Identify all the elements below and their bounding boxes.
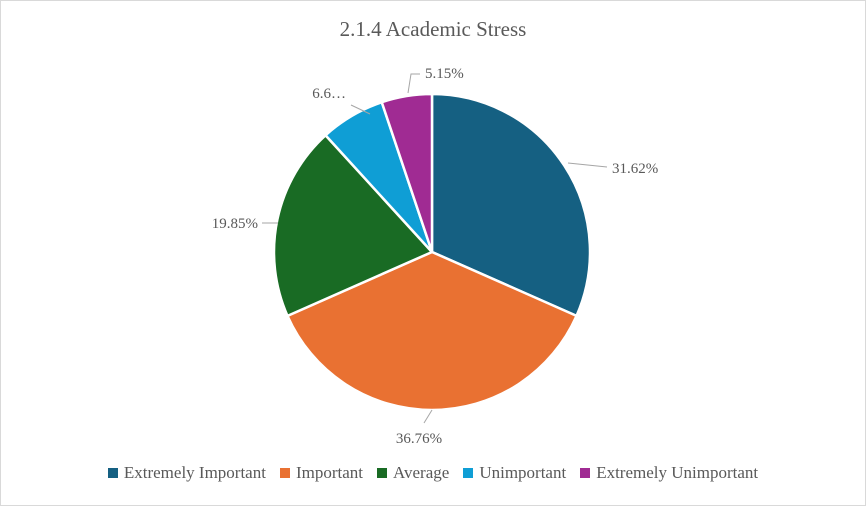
legend-swatch	[463, 468, 474, 478]
legend-swatch	[279, 468, 290, 478]
legend-label: Extremely Unimportant	[596, 463, 759, 482]
pie-slice-average	[272, 134, 434, 318]
legend-label: Extremely Important	[123, 463, 266, 482]
pie-slice-extremely-important	[430, 92, 592, 318]
data-label: 6.6…	[312, 86, 346, 102]
data-label: 36.76%	[396, 431, 442, 447]
pie-slice-important	[286, 250, 578, 412]
pie-slices	[272, 92, 592, 412]
chart-title: 2.1.4 Academic Stress	[339, 17, 527, 41]
legend-swatch	[580, 468, 591, 478]
pie-slice-extremely-unimportant	[380, 92, 434, 254]
legend-item: Average	[377, 463, 449, 483]
leader-line	[423, 409, 433, 424]
leader-line	[407, 73, 420, 94]
legend-item: Unimportant	[463, 463, 566, 483]
chart-legend: Extremely Important Important Average Unimp…	[0, 463, 866, 483]
data-label: 5.15%	[425, 66, 464, 82]
legend-item: Extremely Important	[107, 463, 266, 483]
data-label: 31.62%	[612, 161, 658, 177]
leader-line	[350, 104, 371, 115]
leader-lines	[262, 73, 608, 424]
legend-item: Extremely Unimportant	[580, 463, 758, 483]
data-label: 19.85%	[212, 216, 258, 232]
legend-swatch	[377, 468, 387, 478]
legend-label: Average	[393, 463, 450, 482]
legend-item: Important	[279, 463, 363, 483]
legend-label: Important	[295, 463, 363, 482]
legend-label: Unimportant	[479, 463, 567, 482]
leader-line	[567, 162, 608, 168]
data-labels: 31.62% 36.76% 19.85% 6.6… 5.15%	[212, 66, 659, 447]
legend-swatch	[107, 468, 118, 478]
